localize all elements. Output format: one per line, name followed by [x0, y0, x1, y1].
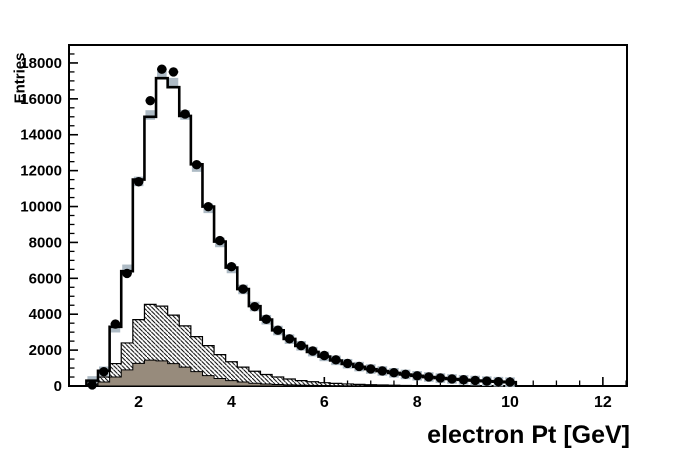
data-point: [249, 301, 260, 312]
data-point: [342, 358, 353, 369]
x-tick-label: 2: [134, 394, 143, 411]
data-point-series: [87, 64, 515, 390]
data-point: [133, 177, 144, 187]
y-tick-label: 12000: [20, 163, 62, 180]
y-tick-label: 10000: [20, 199, 62, 216]
data-point: [168, 67, 179, 77]
data-point: [435, 373, 446, 383]
x-tick-label: 6: [320, 394, 329, 411]
data-point: [284, 334, 295, 344]
square-marker: [145, 110, 156, 120]
data-point: [366, 364, 376, 374]
data-point: [261, 314, 271, 324]
data-point: [400, 369, 411, 380]
data-point: [354, 361, 364, 372]
data-point: [180, 109, 190, 119]
y-tick-label: 18000: [20, 55, 62, 72]
y-tick-label: 6000: [29, 270, 62, 287]
y-tick-label: 4000: [29, 306, 62, 323]
data-point: [238, 284, 248, 294]
x-tick-label: 10: [501, 394, 519, 411]
data-point: [424, 372, 434, 382]
x-tick-label: 8: [413, 394, 422, 411]
data-point: [447, 374, 457, 384]
data-point: [191, 160, 202, 170]
data-point: [389, 368, 399, 378]
data-point: [493, 376, 504, 387]
data-point: [157, 64, 167, 74]
data-point: [122, 268, 132, 279]
axis-ticks: 0 2000 4000 6000 8000 10000 12000 14000 16000 180…: [20, 53, 627, 411]
data-point: [110, 319, 121, 329]
data-point: [226, 261, 237, 272]
data-point: [505, 377, 515, 387]
square-marker: [168, 77, 179, 88]
data-point: [412, 371, 422, 381]
data-point: [273, 325, 283, 335]
data-point: [377, 366, 388, 376]
y-tick-label: 16000: [20, 91, 62, 108]
y-tick-label: 2000: [29, 342, 62, 359]
data-point: [458, 375, 469, 385]
y-tick-label: 8000: [29, 234, 62, 251]
data-point: [308, 346, 318, 356]
x-axis-title: electron Pt [GeV]: [427, 421, 630, 449]
data-point: [203, 202, 213, 212]
data-point: [319, 350, 330, 361]
solid-background-area: [85, 359, 516, 387]
data-point: [482, 376, 492, 386]
data-point: [331, 355, 341, 365]
y-axis-title: Entries: [11, 52, 29, 104]
data-point: [99, 366, 109, 377]
data-point: [87, 380, 97, 390]
x-tick-label: 12: [594, 394, 612, 411]
y-tick-label: 14000: [20, 127, 62, 144]
data-point: [470, 375, 480, 386]
data-point: [296, 340, 306, 351]
data-point: [215, 235, 225, 246]
y-tick-label: 0: [54, 378, 62, 395]
x-tick-label: 4: [227, 394, 236, 411]
data-point: [145, 95, 155, 106]
